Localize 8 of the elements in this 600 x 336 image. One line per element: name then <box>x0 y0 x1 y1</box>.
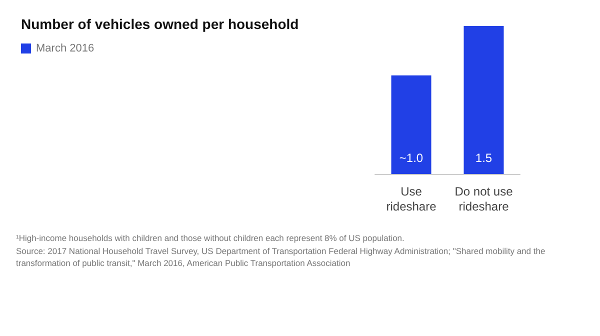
legend-label: March 2016 <box>36 42 94 54</box>
data-label: ~1.0 <box>399 151 424 165</box>
source-note: Source: 2017 National Household Travel Survey, US Department of Transportation Federal Highway Administration; "Shared mobility and the transformation of public transit," March 2016, American Public Transportation Association <box>16 246 548 268</box>
x-tick-label: Do not use rideshare <box>454 184 514 214</box>
data-label: 1.5 <box>475 151 492 165</box>
text: Number of vehicles owned per household <box>21 16 299 32</box>
x-tick-label: Use rideshare <box>386 184 437 214</box>
text: ¹High-income households with children and those without children each represent 8% of US population. <box>16 233 404 243</box>
